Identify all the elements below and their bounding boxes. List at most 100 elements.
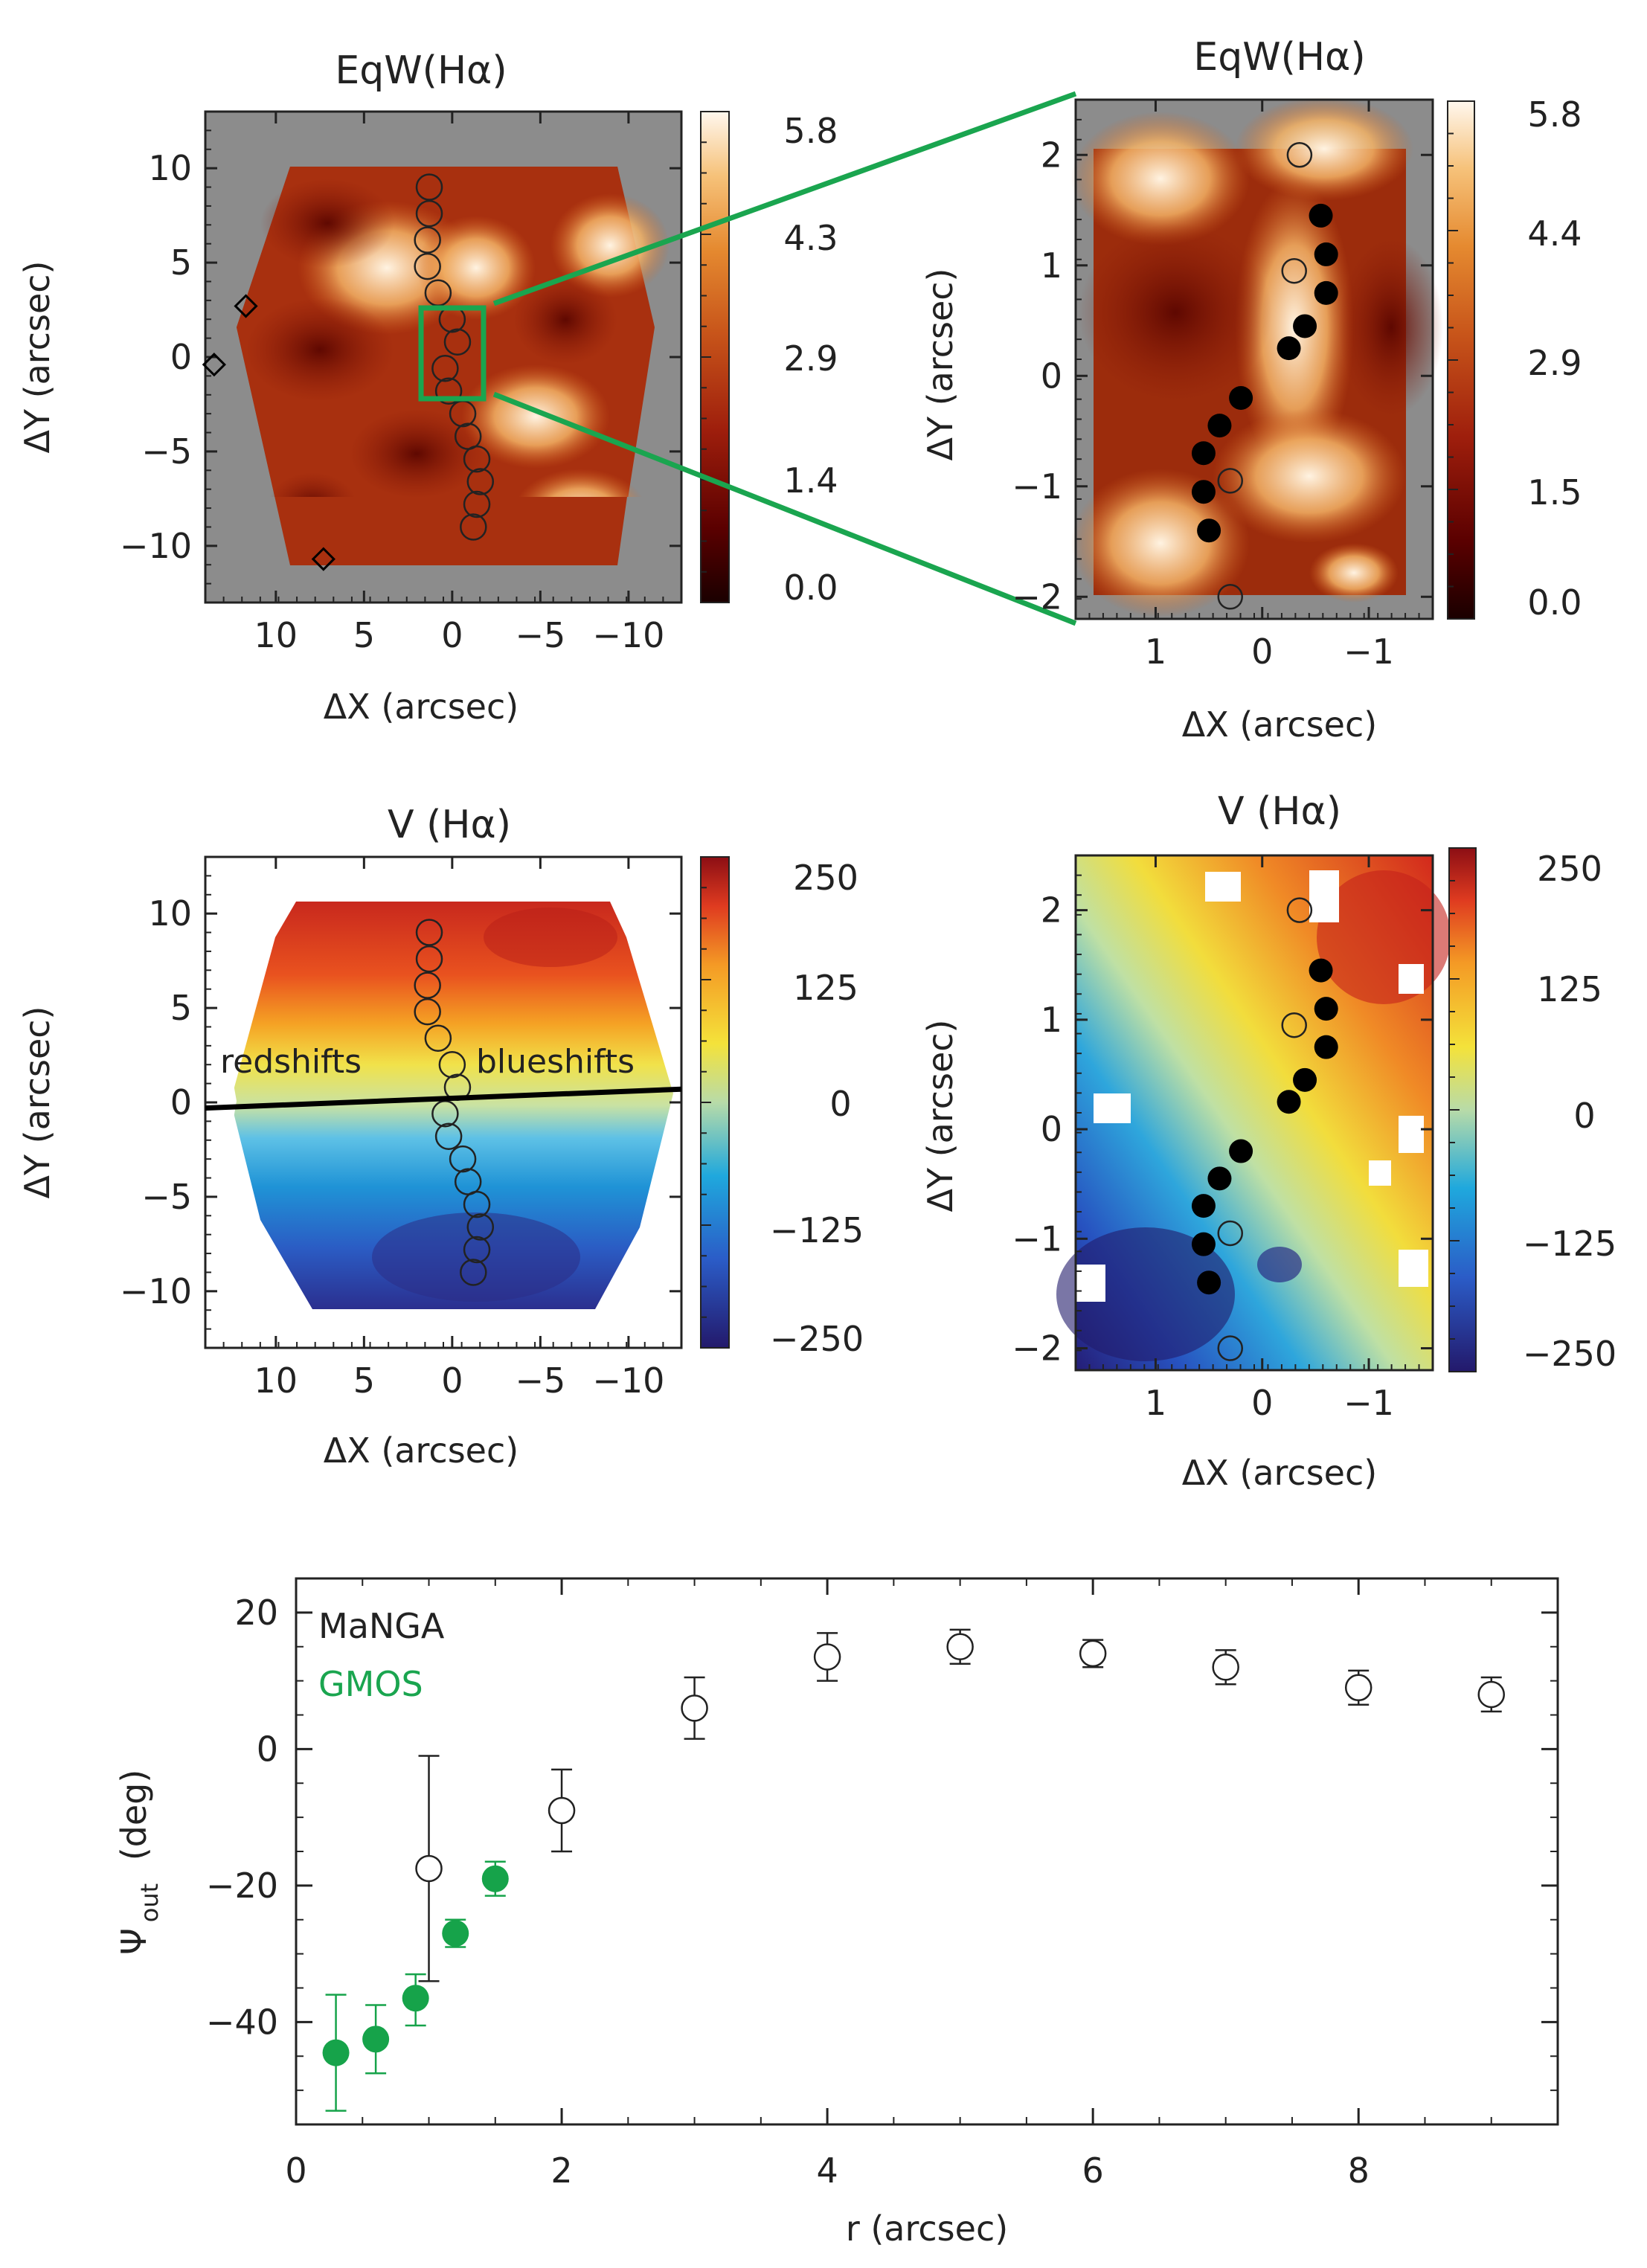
psi-gmos-point-2 [402,1985,429,2012]
psi-axes: 0 2 4 6 8 20 0 −20 −40 [206,1578,1558,2191]
vel-zoom-gmos-point-2 [1314,1035,1338,1059]
eqw-full-ytick-label-0: 10 [148,148,192,188]
psi-xtick-label-0: 0 [285,2150,306,2191]
vel-zoom-gmos-point-9 [1197,1270,1221,1295]
psi-ylabel-unit: (deg) [114,1770,154,1861]
vel-zoom-gmos-point-5 [1229,1139,1253,1163]
vel-full-xtick-label-3: −5 [515,1361,565,1401]
vel-zoom-xlabel: ΔX (arcsec) [1182,1453,1377,1493]
vel-zoom-xtick-label-2: −1 [1343,1383,1394,1423]
vel-full-cbar-label-4: −250 [770,1319,864,1359]
psi-manga-point-0 [415,1854,443,1883]
psi-manga-point-5 [1079,1639,1107,1668]
vel-full-overlay [205,919,682,1286]
vel-full-manga-aperture-13 [463,1236,491,1264]
psi-ylabel: Ψ out (deg) [114,1770,164,1955]
vel-zoom-cbar-label-2: 0 [1573,1096,1595,1136]
legend-gmos: GMOS [318,1664,423,1704]
vel-full-xtick-label-2: 0 [441,1361,463,1401]
vel-full-xtick-label-4: −10 [592,1361,664,1401]
psi-ylabel-symbol: Ψ [114,1928,154,1955]
eqw-zoom-gmos-point-3 [1293,314,1317,338]
eqw-zoom-xtick-label-1: 0 [1251,632,1273,672]
eqw-full-manga-aperture-0 [415,173,443,201]
eqw-full-manga-aperture-13 [463,490,491,518]
vel-full-title: V (Hα) [388,803,511,847]
vel-zoom-gmos-point-0 [1309,958,1333,983]
vel-full-xtick-label-0: 10 [254,1361,298,1401]
eqw-zoom-xtick-label-0: 1 [1145,632,1166,672]
vel-full-manga-aperture-4 [424,1024,452,1052]
vel-full-ylabel: ΔY (arcsec) [17,1006,57,1198]
vel-zoom-ylabel: ΔY (arcsec) [920,1019,960,1212]
eqw-full-cbar-label-4: 0.0 [783,568,838,608]
eqw-full-diamond-1 [202,353,226,377]
psi-ytick-label-1: 0 [257,1729,278,1769]
vel-full-colorbar-ticks [701,856,711,1349]
eqw-zoom-gmos-point-4 [1277,336,1301,361]
eqw-full-manga-aperture-14 [460,513,487,541]
eqw-full-axes: 10 5 0 −5 −10 10 5 0 −5 −10 [120,111,682,655]
vel-zoom-ytick-label-1: 1 [1041,1000,1062,1040]
vel-zoom-cbar-label-1: 125 [1537,969,1602,1009]
vel-zoom-gmos-point-6 [1207,1166,1232,1191]
eqw-zoom-xtick-label-2: −1 [1343,632,1394,672]
psi-manga-point-1 [548,1796,576,1825]
eqw-zoom-gmos-point-6 [1207,414,1232,438]
psi-xlabel: r (arcsec) [846,2208,1008,2249]
eqw-full-colorbar-ticks [701,111,711,603]
vel-zoom-xtick-label-0: 1 [1145,1383,1166,1423]
eqw-zoom-gmos-point-1 [1314,242,1338,266]
vel-full-map [231,902,673,1309]
psi-manga-point-2 [681,1694,708,1722]
vel-zoom-manga-point-1 [1281,1012,1307,1038]
vel-zoom-cbar-label-4: −250 [1523,1334,1616,1374]
eqw-zoom-gmos-point-0 [1309,203,1333,228]
eqw-zoom-colorbar-ticks [1448,100,1458,620]
eqw-full-title: EqW(Hα) [335,48,507,93]
vel-full-ytick-label-3: −5 [141,1177,192,1217]
eqw-zoom-gmos-point-2 [1314,280,1338,305]
psi-manga-point-8 [1477,1680,1505,1709]
vel-full-ytick-label-4: −10 [120,1271,192,1311]
eqw-zoom-overlay [1191,142,1338,610]
eqw-full-xlabel: ΔX (arcsec) [324,687,518,727]
eqw-full-manga-aperture-1 [415,199,443,228]
eqw-zoom-ytick-label-1: 1 [1041,245,1062,286]
vel-full-cbar-label-0: 250 [793,858,858,898]
eqw-full-manga-aperture-8 [434,377,463,405]
vel-zoom-ytick-label-2: 0 [1041,1109,1062,1149]
psi-ytick-label-3: −40 [206,2002,278,2042]
vel-full-manga-aperture-1 [415,945,443,973]
vel-full-ytick-label-0: 10 [148,893,192,934]
vel-full-axes: 10 5 0 −5 −10 10 5 0 −5 −10 [120,856,682,1401]
eqw-full-manga-aperture-6 [443,328,472,356]
eqw-zoom-cbar-label-0: 5.8 [1527,94,1582,135]
eqw-full-diamond-0 [234,294,258,318]
eqw-full-xtick-label-2: 0 [441,615,463,655]
panel-eqw-zoom: EqW(Hα) 1 0 −1 2 1 0 −1 −2 ΔX (arcsec) ΔY (arcs… [920,35,1582,745]
vel-zoom-gmos-point-8 [1191,1232,1216,1256]
vel-full-manga-aperture-11 [463,1190,491,1218]
eqw-zoom-title: EqW(Hα) [1193,35,1365,80]
vel-full-ytick-label-1: 5 [170,988,192,1028]
vel-zoom-cbar-label-0: 250 [1537,849,1602,889]
vel-zoom-ytick-label-3: −1 [1012,1218,1062,1259]
psi-gmos-point-3 [442,1920,469,1947]
zoom-connector-top [492,91,1077,306]
vel-full-manga-aperture-8 [434,1122,463,1150]
panel-vel-zoom: V (Hα) 1 0 −1 2 1 0 −1 −2 ΔX (arcsec) ΔY (arcse… [920,789,1616,1493]
zoom-region-box [418,305,487,402]
psi-gmos-point-1 [362,2026,390,2053]
eqw-zoom-ytick-label-3: −1 [1012,466,1062,507]
eqw-zoom-cbar-label-3: 1.5 [1527,472,1582,513]
eqw-full-xtick-label-4: −10 [592,615,664,655]
psi-ytick-label-2: −20 [206,1866,278,1906]
psi-xtick-label-4: 8 [1348,2150,1370,2191]
eqw-full-ytick-label-4: −10 [120,526,192,566]
zoom-connector-bottom [492,391,1077,626]
eqw-zoom-manga-point-0 [1286,142,1313,168]
eqw-zoom-gmos-point-7 [1191,441,1216,466]
